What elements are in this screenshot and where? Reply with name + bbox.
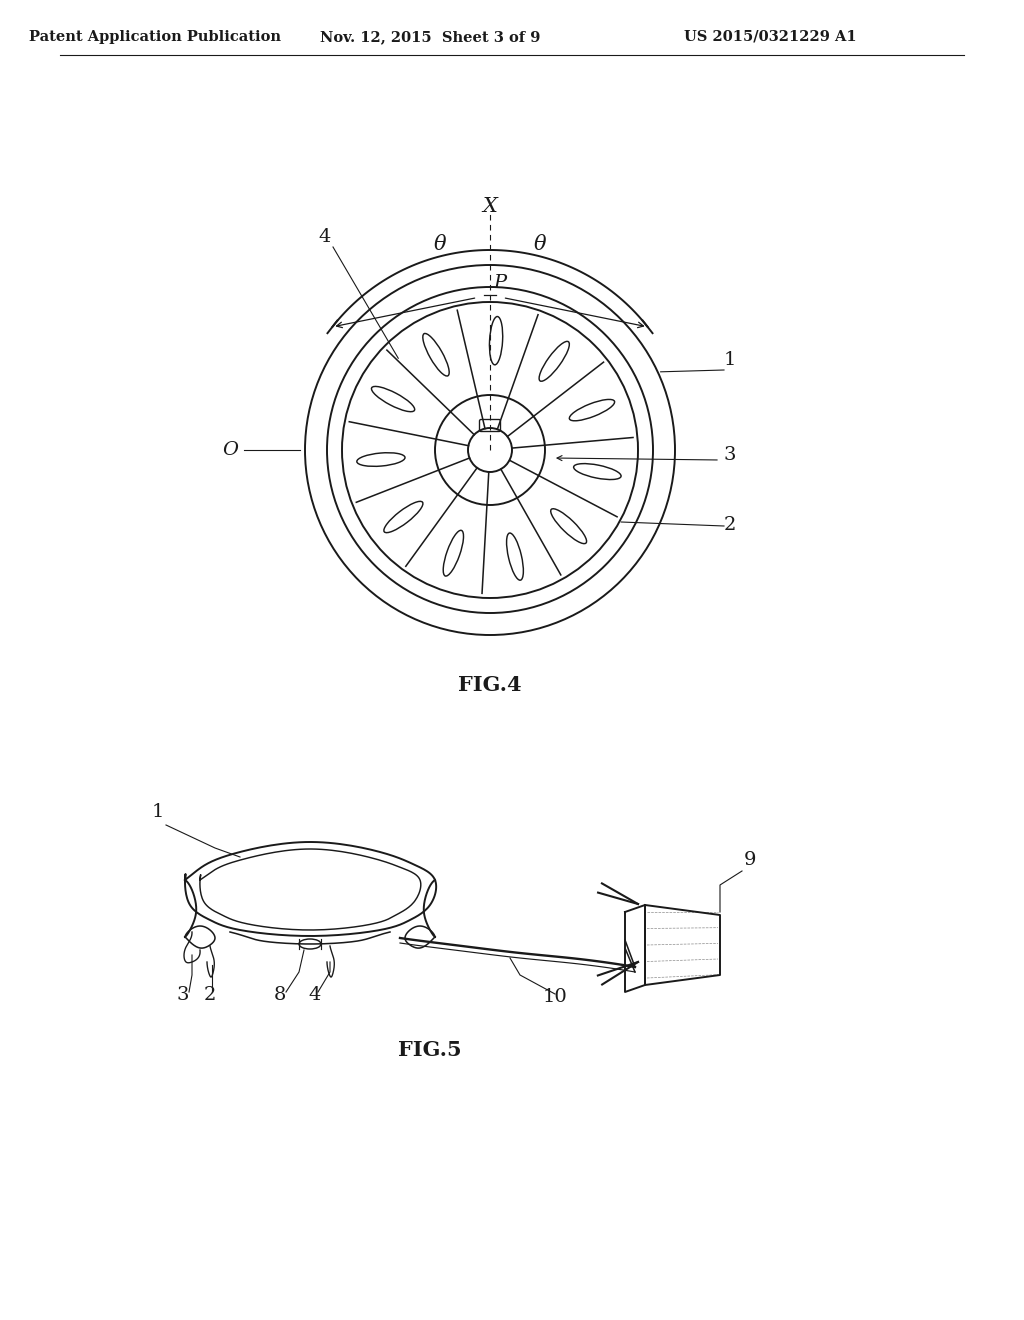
Text: FIG.5: FIG.5	[398, 1040, 462, 1060]
Text: Nov. 12, 2015  Sheet 3 of 9: Nov. 12, 2015 Sheet 3 of 9	[319, 30, 541, 44]
Text: Patent Application Publication: Patent Application Publication	[29, 30, 281, 44]
Text: θ: θ	[434, 235, 446, 255]
Text: FIG.4: FIG.4	[458, 675, 522, 696]
Text: US 2015/0321229 A1: US 2015/0321229 A1	[684, 30, 856, 44]
Text: 1: 1	[152, 803, 164, 821]
Text: θ: θ	[534, 235, 547, 255]
Text: O: O	[222, 441, 238, 459]
Text: 1: 1	[724, 351, 736, 370]
Text: 2: 2	[204, 986, 216, 1005]
Text: 2: 2	[724, 516, 736, 535]
Text: 3: 3	[724, 446, 736, 465]
Text: P: P	[494, 275, 507, 292]
Text: X: X	[482, 198, 498, 216]
Text: 9: 9	[743, 851, 757, 869]
Text: 4: 4	[309, 986, 322, 1005]
Text: 4: 4	[318, 228, 331, 246]
Text: 3: 3	[177, 986, 189, 1005]
Text: 8: 8	[273, 986, 286, 1005]
Text: 10: 10	[543, 987, 567, 1006]
